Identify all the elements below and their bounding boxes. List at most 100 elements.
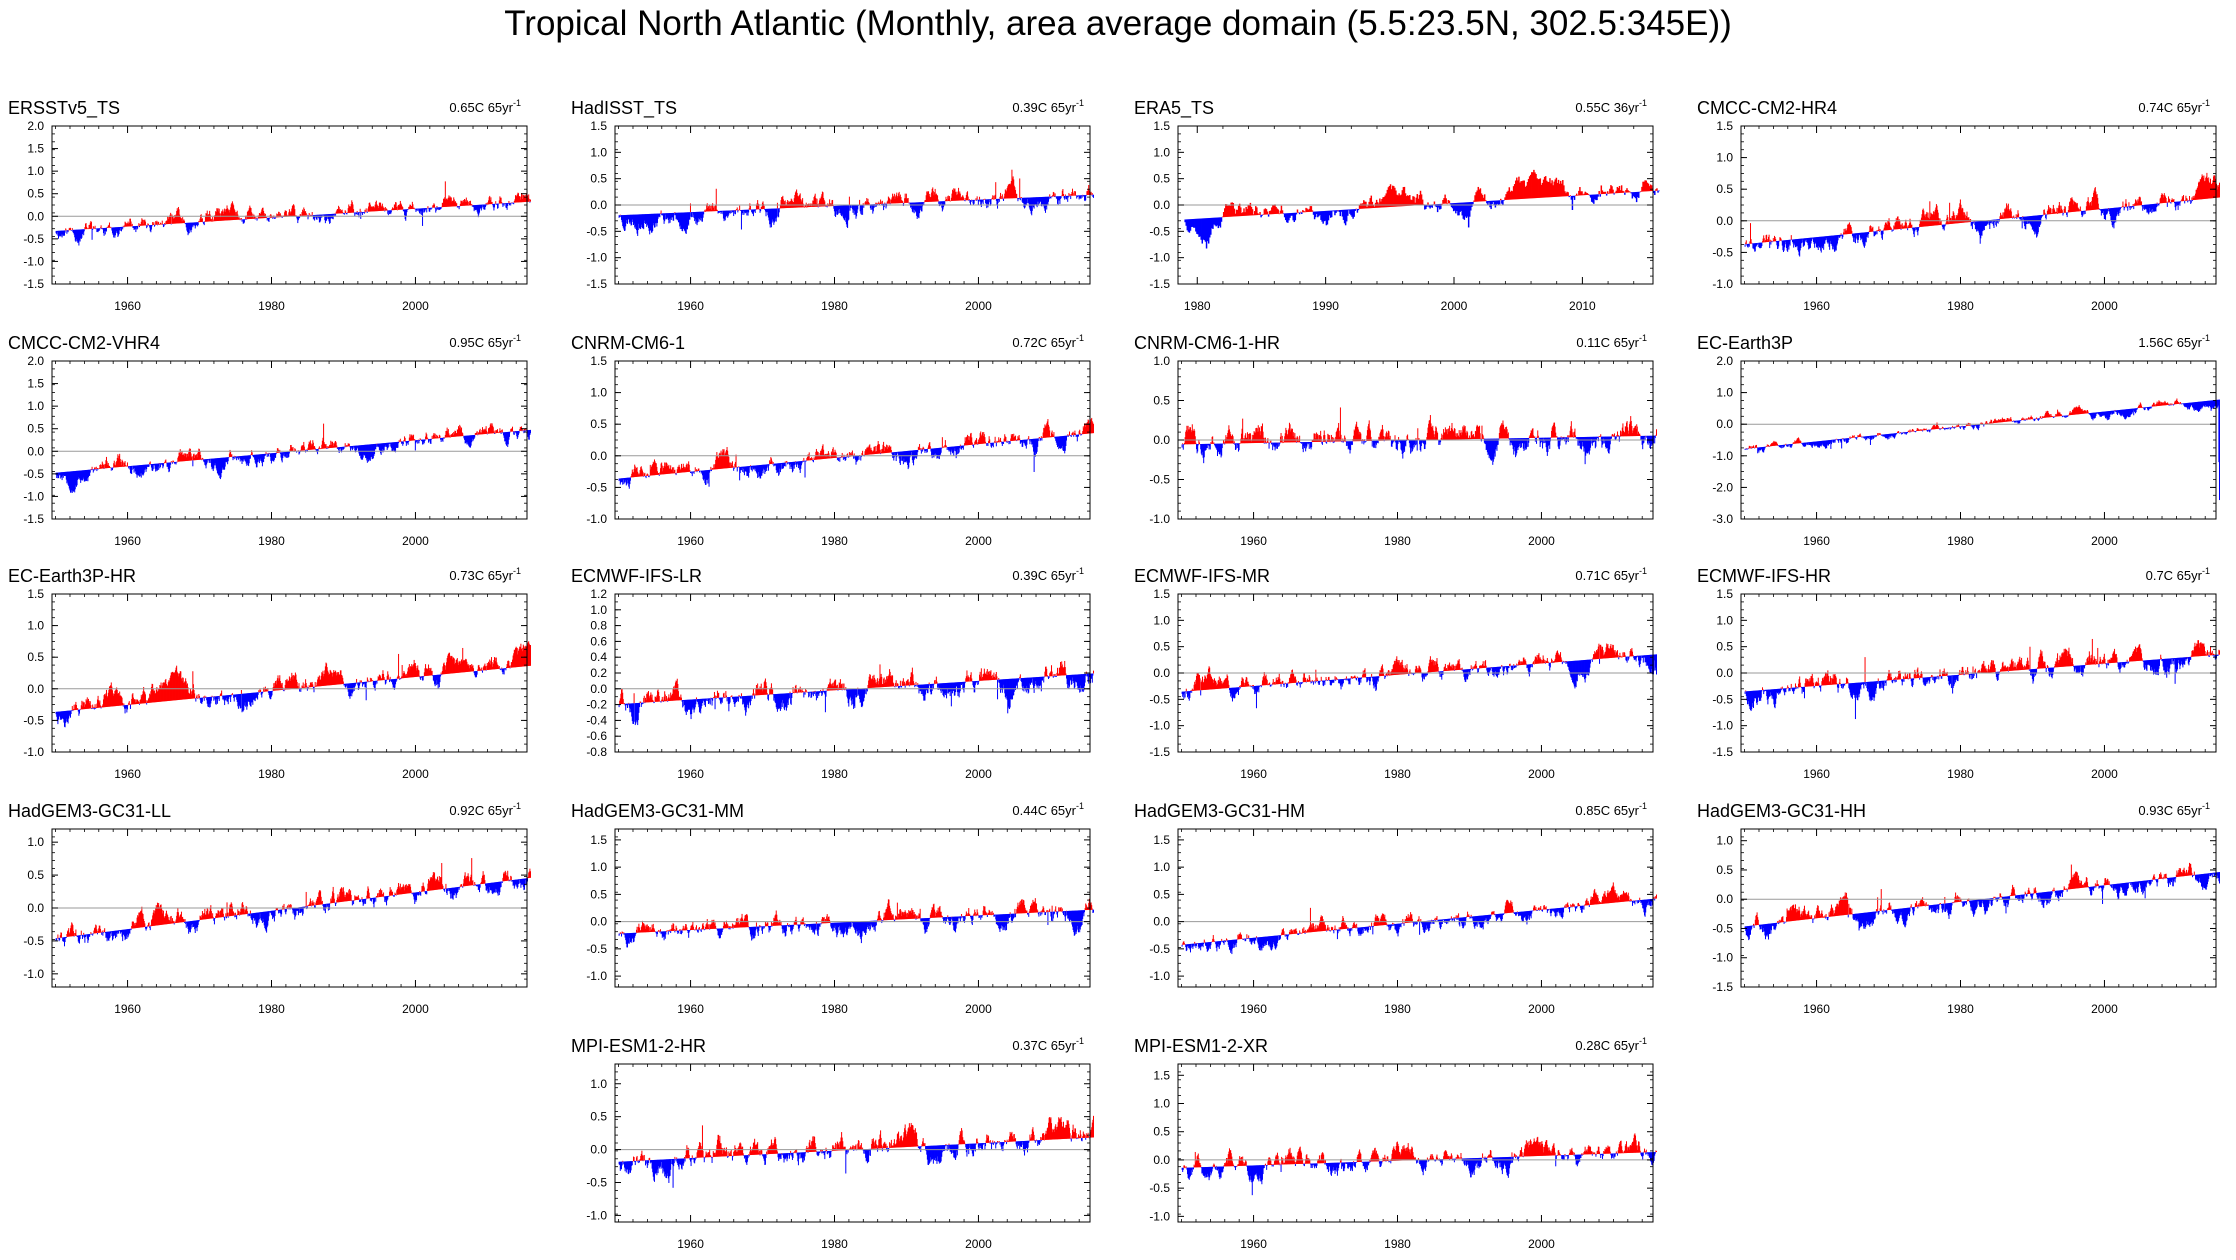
anomaly-bar xyxy=(2218,182,2220,198)
anomaly-bar xyxy=(1932,214,1934,226)
anomaly-bar xyxy=(290,444,292,452)
anomaly-bar xyxy=(2170,202,2172,204)
anomaly-bar xyxy=(378,202,380,211)
anomaly-bar xyxy=(441,202,443,208)
anomaly-bar xyxy=(870,204,872,210)
anomaly-bar xyxy=(195,222,197,225)
anomaly-bar xyxy=(1577,195,1579,196)
anomaly-bar xyxy=(1794,239,1796,248)
anomaly-bar xyxy=(95,466,97,470)
anomaly-bar xyxy=(1065,195,1067,199)
anomaly-bar xyxy=(1430,204,1432,207)
anomaly-bar xyxy=(716,455,718,470)
anomaly-bar xyxy=(71,228,73,230)
anomaly-bar xyxy=(625,477,627,486)
anomaly-bar xyxy=(1010,438,1012,442)
anomaly-bar xyxy=(471,435,473,443)
anomaly-bar xyxy=(1318,211,1320,217)
anomaly-bar xyxy=(1773,235,1775,242)
anomaly-bar xyxy=(453,199,455,207)
anomaly-bar xyxy=(519,199,521,203)
anomaly-bar xyxy=(119,226,121,231)
anomaly-bar xyxy=(220,213,222,221)
anomaly-bar xyxy=(1513,184,1516,200)
anomaly-bar xyxy=(836,205,838,215)
anomaly-bar xyxy=(929,193,931,202)
anomaly-bar xyxy=(185,222,187,225)
anomaly-bar xyxy=(392,442,394,451)
anomaly-bar xyxy=(1244,212,1246,216)
anomaly-bar xyxy=(245,219,247,220)
anomaly-bar xyxy=(126,465,128,467)
anomaly-bar xyxy=(784,462,786,467)
anomaly-bar xyxy=(269,453,271,457)
anomaly-bar xyxy=(805,460,807,462)
anomaly-bar xyxy=(646,474,648,476)
anomaly-bar xyxy=(327,446,329,449)
anomaly-bar xyxy=(1641,186,1643,192)
anomaly-bar xyxy=(1057,196,1059,205)
anomaly-bar xyxy=(2111,208,2113,226)
anomaly-bar xyxy=(669,213,671,223)
anomaly-bar xyxy=(713,206,715,212)
anomaly-bar xyxy=(779,204,781,209)
anomaly-bar xyxy=(367,444,369,460)
anomaly-bar xyxy=(620,215,622,220)
anomaly-bar xyxy=(2175,201,2177,207)
anomaly-bar xyxy=(732,465,734,468)
anomaly-bar xyxy=(434,207,436,209)
anomaly-bar xyxy=(153,224,155,227)
anomaly-bar xyxy=(1033,197,1035,209)
anomaly-bar xyxy=(1449,203,1452,205)
anomaly-bar xyxy=(501,429,503,433)
anomaly-bar xyxy=(132,465,134,469)
anomaly-bar xyxy=(118,227,120,235)
anomaly-bar xyxy=(174,216,176,224)
anomaly-bar xyxy=(887,446,889,453)
anomaly-bar xyxy=(87,228,89,230)
anomaly-bar xyxy=(2200,180,2202,200)
anomaly-bar xyxy=(740,466,742,471)
anomaly-bar xyxy=(812,459,814,462)
anomaly-bar xyxy=(168,462,170,473)
anomaly-bar xyxy=(1886,223,1888,231)
anomaly-bar xyxy=(1756,243,1758,245)
panel-trend: 0.72C 65yr-1 xyxy=(1012,333,1084,350)
anomaly-bar xyxy=(775,463,777,471)
anomaly-bar xyxy=(1782,240,1784,253)
anomaly-bar xyxy=(979,196,981,200)
anomaly-bar xyxy=(397,205,399,210)
anomaly-bar xyxy=(2049,209,2051,215)
anomaly-bar xyxy=(916,449,918,457)
y-tick-label: 0.5 xyxy=(590,172,607,186)
anomaly-bar xyxy=(1953,215,1955,224)
anomaly-bar xyxy=(727,210,729,218)
anomaly-bar xyxy=(176,461,178,463)
anomaly-bar xyxy=(63,471,65,477)
anomaly-bar xyxy=(809,458,811,461)
anomaly-bar xyxy=(657,213,659,219)
anomaly-bar xyxy=(1847,223,1849,235)
anomaly-bar xyxy=(899,194,901,204)
anomaly-bar xyxy=(898,193,900,204)
anomaly-bar xyxy=(2168,196,2170,203)
anomaly-bar xyxy=(1858,232,1860,236)
anomaly-bar xyxy=(1464,202,1467,217)
anomaly-bar xyxy=(740,466,742,471)
anomaly-bar xyxy=(684,212,686,232)
anomaly-bar xyxy=(298,215,300,219)
anomaly-bar xyxy=(1051,196,1053,197)
anomaly-bar xyxy=(114,464,116,468)
anomaly-bar xyxy=(1483,194,1486,202)
anomaly-bar xyxy=(2192,200,2194,202)
anomaly-bar xyxy=(851,450,853,457)
anomaly-bar xyxy=(516,194,518,203)
anomaly-bar xyxy=(1030,197,1032,211)
anomaly-bar xyxy=(715,459,717,470)
anomaly-bar xyxy=(652,213,654,231)
anomaly-bar xyxy=(2189,196,2191,201)
anomaly-bar xyxy=(188,452,190,461)
anomaly-bar xyxy=(483,429,485,435)
anomaly-bar xyxy=(861,452,863,456)
anomaly-bar xyxy=(2054,209,2056,214)
